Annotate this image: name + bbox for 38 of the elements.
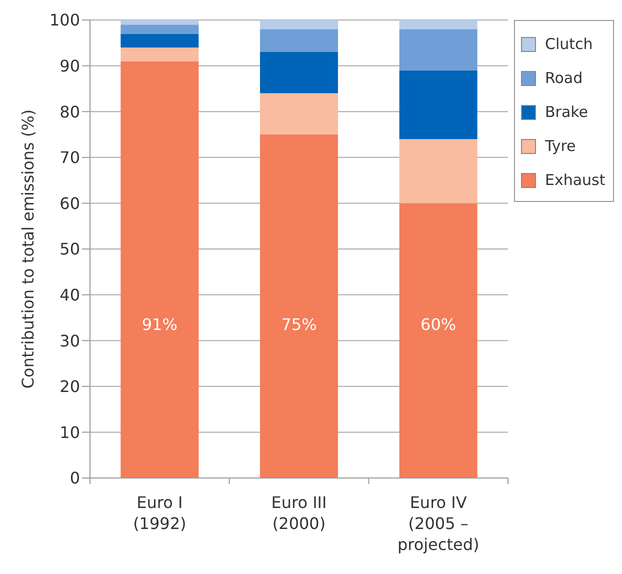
bar xyxy=(120,24,199,34)
y-tick-label: 0 xyxy=(70,468,80,488)
bar xyxy=(399,20,478,30)
bar xyxy=(399,139,478,204)
bar xyxy=(260,52,338,94)
legend-label: Clutch xyxy=(545,35,593,53)
legend-label: Brake xyxy=(545,103,588,121)
bar xyxy=(120,20,199,25)
bar xyxy=(260,20,338,30)
data-label: 75% xyxy=(281,315,317,334)
y-tick-label: 80 xyxy=(60,102,80,122)
bar xyxy=(399,29,478,70)
y-tick-label: 50 xyxy=(60,240,80,259)
bar xyxy=(260,134,338,478)
bar xyxy=(120,61,199,478)
y-tick-label: 10 xyxy=(60,422,80,442)
x-tick-label: Euro I (1992) xyxy=(133,493,186,533)
y-axis-title: Contribution to total emissions (%) xyxy=(18,109,38,389)
x-tick-label: Euro IV (2005 – projected) xyxy=(397,493,480,554)
x-tick-label: Euro III (2000) xyxy=(271,493,327,533)
y-tick-label: 60 xyxy=(60,194,80,213)
y-tick-label: 90 xyxy=(60,56,80,76)
bar xyxy=(120,47,199,62)
data-label: 91% xyxy=(142,315,178,334)
y-tick-label: 20 xyxy=(60,377,80,396)
bar xyxy=(260,93,338,134)
legend-label: Road xyxy=(545,69,583,87)
bar xyxy=(399,70,478,140)
legend-label: Exhaust xyxy=(545,171,606,189)
legend-label: Tyre xyxy=(545,137,576,155)
y-tick-label: 100 xyxy=(49,10,80,30)
y-tick-label: 30 xyxy=(60,331,80,350)
bar xyxy=(260,29,338,52)
bar xyxy=(120,34,199,48)
data-label: 60% xyxy=(420,315,456,334)
y-tick-label: 40 xyxy=(60,285,80,304)
bar xyxy=(399,203,478,478)
y-tick-label: 70 xyxy=(60,148,80,168)
